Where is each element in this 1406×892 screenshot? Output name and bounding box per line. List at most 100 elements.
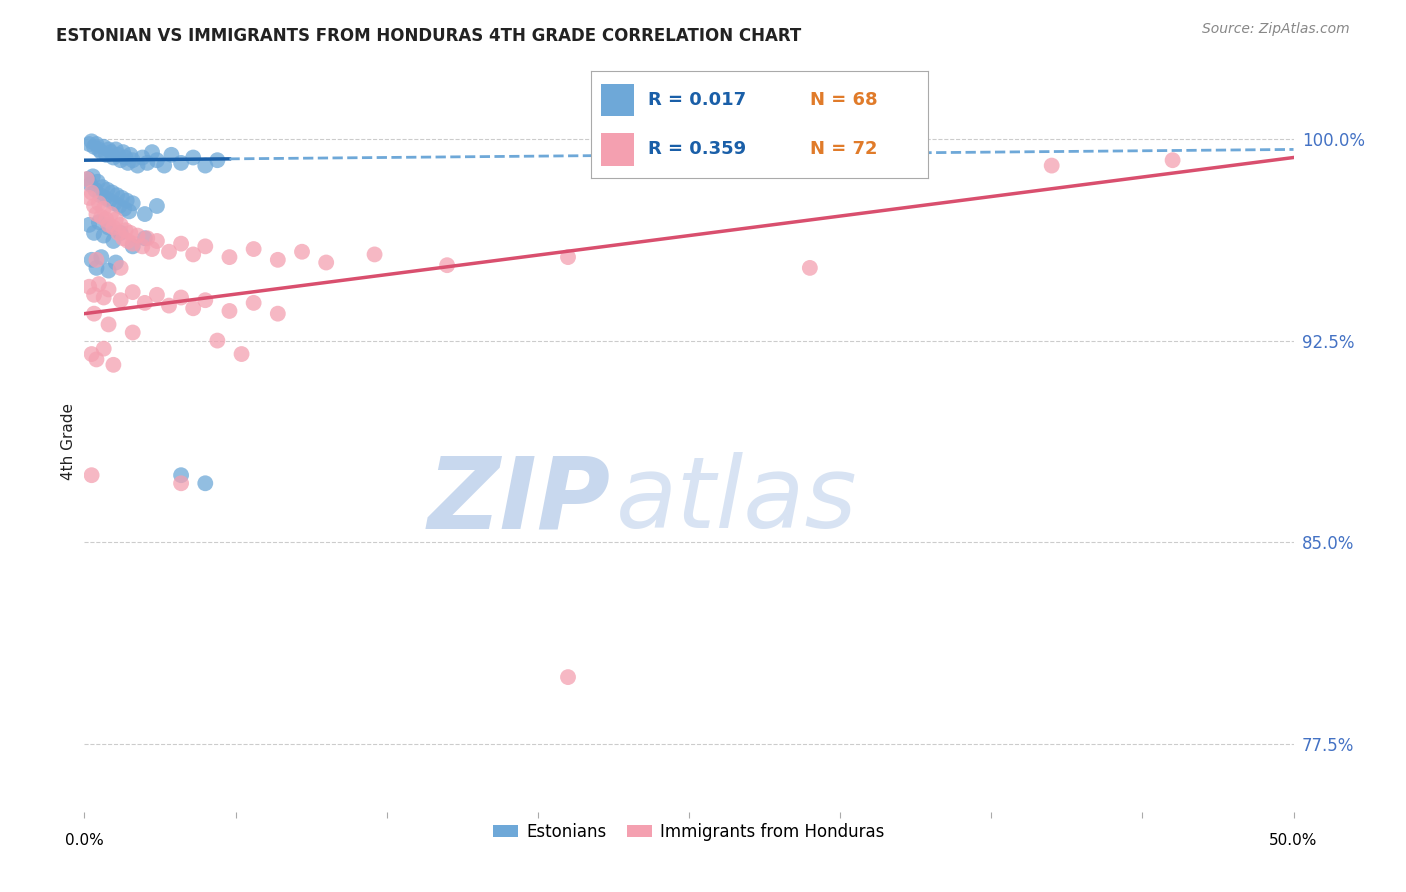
Point	[181, 247, 204, 261]
Point	[799, 260, 821, 275]
Point	[157, 299, 180, 313]
Point	[97, 218, 120, 232]
Point	[207, 153, 229, 168]
Point	[218, 304, 240, 318]
Point	[80, 468, 103, 483]
Point	[136, 156, 159, 170]
Point	[114, 223, 136, 237]
Point	[146, 234, 169, 248]
Text: 0.0%: 0.0%	[65, 833, 104, 848]
Point	[83, 199, 105, 213]
Point	[84, 183, 107, 197]
Point	[127, 159, 149, 173]
Point	[112, 202, 135, 216]
Legend: Estonians, Immigrants from Honduras: Estonians, Immigrants from Honduras	[486, 816, 891, 847]
Text: atlas: atlas	[616, 452, 858, 549]
Point	[231, 347, 253, 361]
Point	[104, 196, 127, 211]
Point	[207, 334, 229, 348]
Point	[120, 226, 142, 240]
Point	[121, 239, 143, 253]
Point	[121, 285, 143, 299]
Point	[121, 236, 143, 251]
Point	[157, 244, 180, 259]
Point	[94, 212, 117, 227]
Point	[115, 194, 138, 208]
Point	[107, 148, 129, 162]
Y-axis label: 4th Grade: 4th Grade	[60, 403, 76, 480]
Point	[170, 468, 193, 483]
Point	[87, 196, 110, 211]
Point	[93, 202, 115, 216]
Point	[291, 244, 314, 259]
Point	[93, 140, 115, 154]
Point	[131, 239, 153, 253]
Point	[112, 231, 135, 245]
Point	[98, 194, 121, 208]
Point	[218, 250, 240, 264]
Point	[77, 279, 100, 293]
Point	[127, 228, 149, 243]
Point	[160, 148, 183, 162]
Point	[110, 153, 132, 168]
Point	[86, 175, 108, 189]
Point	[557, 670, 579, 684]
Point	[90, 250, 112, 264]
Point	[146, 153, 169, 168]
Point	[82, 169, 104, 184]
Point	[1040, 159, 1063, 173]
Point	[146, 199, 169, 213]
Point	[87, 143, 110, 157]
Point	[97, 318, 120, 332]
Point	[97, 282, 120, 296]
Text: N = 68: N = 68	[810, 91, 877, 109]
Point	[134, 231, 156, 245]
Point	[101, 186, 124, 200]
Point	[80, 347, 103, 361]
Point	[242, 242, 264, 256]
Point	[77, 136, 100, 151]
Point	[315, 255, 337, 269]
Point	[110, 218, 132, 232]
Point	[97, 143, 120, 157]
Point	[86, 252, 108, 267]
Point	[136, 231, 159, 245]
Text: ZIP: ZIP	[427, 452, 610, 549]
Point	[77, 218, 100, 232]
Point	[108, 199, 131, 213]
Point	[80, 186, 103, 200]
Point	[80, 252, 103, 267]
Point	[93, 291, 115, 305]
Point	[110, 226, 132, 240]
Point	[76, 172, 98, 186]
Point	[77, 172, 100, 186]
Point	[79, 178, 101, 192]
Point	[83, 307, 105, 321]
Text: R = 0.359: R = 0.359	[648, 141, 747, 159]
Point	[100, 145, 122, 160]
Point	[103, 220, 125, 235]
Point	[97, 220, 120, 235]
Point	[96, 183, 118, 197]
Point	[181, 151, 204, 165]
Point	[93, 342, 115, 356]
Point	[436, 258, 458, 272]
Point	[90, 145, 112, 160]
Point	[194, 293, 217, 308]
Point	[134, 296, 156, 310]
Point	[181, 301, 204, 316]
Point	[103, 234, 125, 248]
Text: N = 72: N = 72	[810, 141, 877, 159]
Point	[83, 226, 105, 240]
Point	[110, 260, 132, 275]
Point	[107, 226, 129, 240]
Point	[104, 212, 127, 227]
Point	[141, 242, 163, 256]
Point	[86, 260, 108, 275]
Point	[267, 252, 290, 267]
Point	[121, 196, 143, 211]
Point	[170, 236, 193, 251]
Point	[111, 191, 134, 205]
Point	[557, 250, 579, 264]
Point	[77, 191, 100, 205]
